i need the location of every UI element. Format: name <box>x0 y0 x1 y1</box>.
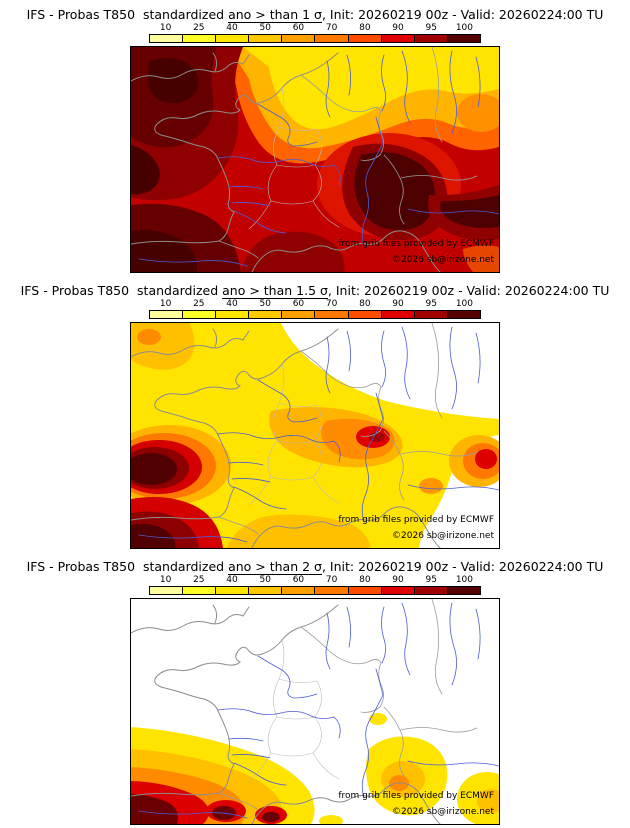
colorbar-segment <box>348 587 382 594</box>
credit-copyright: ©2026 sb@irizone.net <box>392 807 494 817</box>
panel-sigma-2: IFS - Probas T850 standardized ano > tha… <box>0 552 630 828</box>
title-prefix: IFS - Probas T850 standardized <box>20 283 223 298</box>
colorbar: 10 25 40 50 60 70 80 90 95 100 <box>149 23 481 43</box>
colorbar-tick: 50 <box>259 23 271 33</box>
colorbar-segment <box>414 587 448 594</box>
colorbar-ticks: 10 25 40 50 60 70 80 90 95 100 <box>149 575 481 586</box>
colorbar-tick: 60 <box>292 299 305 309</box>
colorbar-segment <box>183 587 217 594</box>
title-suffix: , Init: 20260219 00z - Valid: 20260224:0… <box>321 7 604 22</box>
colorbar-scale <box>149 34 481 43</box>
colorbar-segment <box>216 587 250 594</box>
colorbar-segment <box>414 311 448 318</box>
colorbar-tick: 40 <box>226 23 238 33</box>
colorbar-tick: 70 <box>325 575 338 585</box>
colorbar-tick: 80 <box>359 575 371 585</box>
colorbar-segment <box>315 35 349 42</box>
map-credits: from grib files provided by ECMWF ©2026 … <box>338 788 494 820</box>
panel-sigma-1-5: IFS - Probas T850 standardized ano > tha… <box>0 276 630 552</box>
colorbar-tick: 100 <box>455 23 474 33</box>
colorbar-segment <box>315 311 349 318</box>
probability-map-sigma-1-5: from grib files provided by ECMWF ©2026 … <box>130 322 500 549</box>
colorbar-tick: 25 <box>193 575 205 585</box>
colorbar-tick: 70 <box>325 23 338 33</box>
colorbar-tick: 90 <box>392 23 404 33</box>
colorbar-segment <box>183 35 217 42</box>
colorbar-segment <box>447 311 480 318</box>
title-sigma-phrase: ano > than 1.5 σ <box>222 283 328 299</box>
credit-copyright: ©2026 sb@irizone.net <box>392 255 494 265</box>
colorbar-tick: 25 <box>193 23 205 33</box>
colorbar-tick: 60 <box>292 575 305 585</box>
title-prefix: IFS - Probas T850 standardized <box>26 559 229 574</box>
map-canvas <box>131 323 499 548</box>
title-sigma-phrase: ano > than 1 σ <box>228 7 322 23</box>
map-credits: from grib files provided by ECMWF ©2026 … <box>338 512 494 544</box>
map-canvas <box>131 47 499 272</box>
colorbar-tick: 40 <box>226 575 238 585</box>
map-canvas <box>131 599 499 824</box>
panel-title: IFS - Probas T850 standardized ano > tha… <box>0 0 630 23</box>
colorbar-segment <box>348 35 382 42</box>
colorbar-tick: 10 <box>159 299 172 309</box>
colorbar: 10 25 40 50 60 70 80 90 95 100 <box>149 299 481 319</box>
colorbar-ticks: 10 25 40 50 60 70 80 90 95 100 <box>149 299 481 310</box>
colorbar-tick: 10 <box>159 575 172 585</box>
credit-ecmwf: from grib files provided by ECMWF <box>338 791 494 801</box>
colorbar-tick: 90 <box>392 575 404 585</box>
colorbar-tick: 40 <box>226 299 238 309</box>
colorbar-segment <box>216 35 250 42</box>
colorbar-segment <box>249 35 283 42</box>
map-credits: from grib files provided by ECMWF ©2026 … <box>338 236 494 268</box>
colorbar-segment <box>150 311 184 318</box>
colorbar-segment <box>282 311 316 318</box>
colorbar-tick: 70 <box>325 299 338 309</box>
colorbar-segment <box>216 311 250 318</box>
colorbar-tick: 50 <box>259 575 271 585</box>
colorbar-segment <box>348 311 382 318</box>
colorbar-segment <box>249 311 283 318</box>
colorbar-tick: 100 <box>455 575 474 585</box>
colorbar-segment <box>183 311 217 318</box>
colorbar-tick: 80 <box>359 299 371 309</box>
colorbar-segment <box>381 311 415 318</box>
colorbar-segment <box>447 35 480 42</box>
colorbar-segment <box>150 35 184 42</box>
credit-ecmwf: from grib files provided by ECMWF <box>338 239 494 249</box>
colorbar-scale <box>149 586 481 595</box>
colorbar-segment <box>150 587 184 594</box>
probability-map-sigma-1: from grib files provided by ECMWF ©2026 … <box>130 46 500 273</box>
panel-title: IFS - Probas T850 standardized ano > tha… <box>0 552 630 575</box>
colorbar-tick: 60 <box>292 23 305 33</box>
title-suffix: , Init: 20260219 00z - Valid: 20260224:0… <box>321 559 604 574</box>
colorbar-segment <box>381 35 415 42</box>
colorbar-tick: 25 <box>193 299 205 309</box>
colorbar-segment <box>381 587 415 594</box>
colorbar-segment <box>282 587 316 594</box>
panel-sigma-1: IFS - Probas T850 standardized ano > tha… <box>0 0 630 276</box>
panel-title: IFS - Probas T850 standardized ano > tha… <box>0 276 630 299</box>
credit-ecmwf: from grib files provided by ECMWF <box>338 515 494 525</box>
colorbar-scale <box>149 310 481 319</box>
colorbar-tick: 80 <box>359 23 371 33</box>
title-suffix: , Init: 20260219 00z - Valid: 20260224:0… <box>327 283 610 298</box>
colorbar-tick: 95 <box>425 299 437 309</box>
colorbar-tick: 90 <box>392 299 404 309</box>
colorbar-tick: 50 <box>259 299 271 309</box>
colorbar-ticks: 10 25 40 50 60 70 80 90 95 100 <box>149 23 481 34</box>
colorbar-tick: 95 <box>425 575 437 585</box>
colorbar-tick: 95 <box>425 23 437 33</box>
colorbar-segment <box>447 587 480 594</box>
colorbar-tick: 100 <box>455 299 474 309</box>
colorbar-segment <box>249 587 283 594</box>
colorbar-tick: 10 <box>159 23 172 33</box>
title-sigma-phrase: ano > than 2 σ <box>228 559 322 575</box>
credit-copyright: ©2026 sb@irizone.net <box>392 531 494 541</box>
probability-map-sigma-2: from grib files provided by ECMWF ©2026 … <box>130 598 500 825</box>
colorbar: 10 25 40 50 60 70 80 90 95 100 <box>149 575 481 595</box>
colorbar-segment <box>282 35 316 42</box>
colorbar-segment <box>315 587 349 594</box>
title-prefix: IFS - Probas T850 standardized <box>26 7 229 22</box>
colorbar-segment <box>414 35 448 42</box>
